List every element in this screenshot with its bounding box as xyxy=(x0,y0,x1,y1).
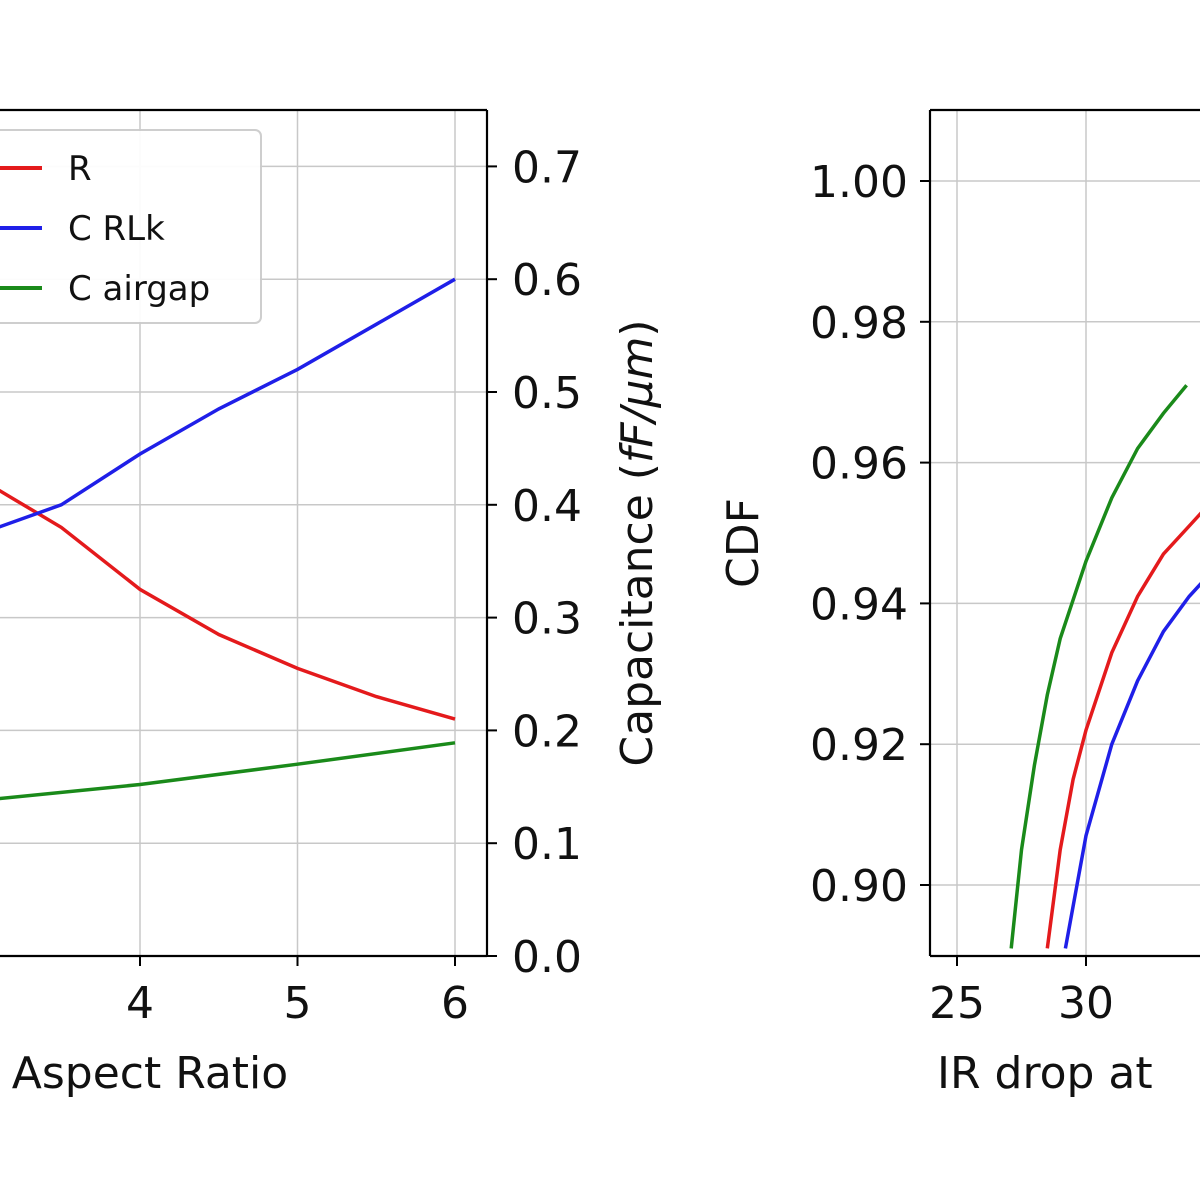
x-tick-label: 6 xyxy=(441,978,469,1029)
y-tick-label: 0.6 xyxy=(512,255,582,306)
y-tick-label: 0.90 xyxy=(810,861,908,912)
y-tick-label: 0.4 xyxy=(512,481,582,532)
series-line-c-airgap xyxy=(0,741,456,801)
y-tick-label: 0.5 xyxy=(512,368,582,419)
y-tick-label: 0.98 xyxy=(810,298,908,349)
x-tick-label: 25 xyxy=(929,978,985,1029)
x-axis-label: Aspect Ratio xyxy=(12,1048,288,1099)
x-tick-label: 5 xyxy=(284,978,312,1029)
cdf-line-c-airgap xyxy=(1009,384,1188,949)
series-line-r xyxy=(0,488,456,721)
series-line-c-rlk xyxy=(0,277,456,529)
y-tick-label: 0.1 xyxy=(512,819,582,870)
cdf-line-c-rlk xyxy=(1063,582,1200,949)
y-tick-label: 0.96 xyxy=(810,439,908,490)
y-tick-label: 1.00 xyxy=(810,157,908,208)
left-chart: 4 5 6 Aspect Ratio 0.0 0.1 0.2 0.3 0.4 0.5 0.6 0.7 C… xyxy=(0,108,663,1099)
y-tick-label: 0.0 xyxy=(512,932,582,983)
y-tick-label: 0.2 xyxy=(512,706,582,757)
legend-label: R xyxy=(68,149,92,189)
y-tick-label: 0.7 xyxy=(512,142,582,193)
legend: R C RLk C airgap xyxy=(0,129,262,324)
y-axis-label: CDF xyxy=(718,498,769,588)
x-tick-label: 30 xyxy=(1058,978,1114,1029)
legend-label: C airgap xyxy=(68,269,210,309)
legend-box xyxy=(0,129,262,324)
x-axis-label: IR drop at xyxy=(937,1048,1153,1099)
x-tick-label: 4 xyxy=(126,978,154,1029)
legend-label: C RLk xyxy=(68,209,165,249)
y-tick-label: 0.92 xyxy=(810,720,908,771)
y-axis-label: Capacitance (fF/μm) xyxy=(612,319,663,766)
y-tick-label: 0.94 xyxy=(810,579,908,630)
y-tick-label: 0.3 xyxy=(512,594,582,645)
right-chart: 0.900.920.940.960.981.0025303IR drop atC… xyxy=(718,108,1200,1099)
cdf-line-r xyxy=(1045,511,1200,949)
